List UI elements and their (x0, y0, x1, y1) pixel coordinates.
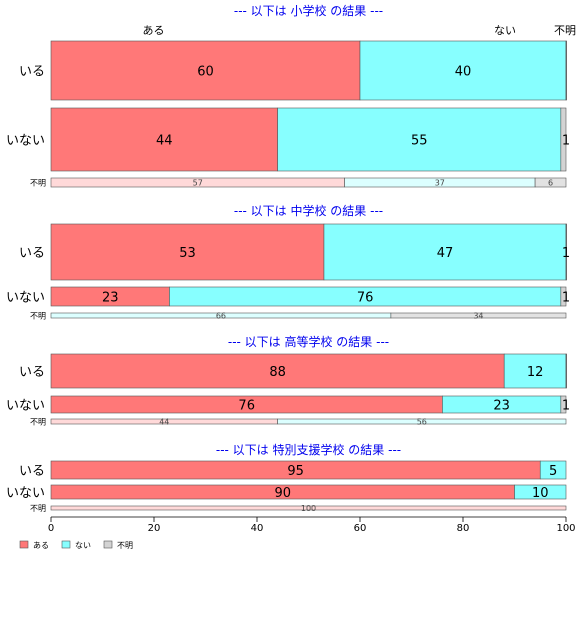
value-label-g2-r1-s0: 76 (238, 399, 255, 414)
value-label-g1-r1-s1: 76 (357, 291, 374, 306)
value-label-g2-r2-s1: 56 (417, 418, 427, 427)
legend-swatch-2 (103, 540, 113, 549)
value-label-g0-r1-s0: 44 (156, 134, 173, 149)
value-label-g2-r0-s1: 12 (527, 365, 544, 380)
value-label-g1-r2-s2: 34 (473, 312, 483, 321)
bar-segment-g2-r0-s0 (50, 353, 505, 389)
row-label-g0-r0: いる (19, 65, 45, 80)
value-label-g3-r1-s1: 10 (532, 486, 549, 501)
value-label-g2-r1-s1: 23 (493, 399, 510, 414)
bar-segment-g1-r0-s2 (565, 223, 567, 281)
bar-segment-g1-r1-s2 (560, 286, 567, 307)
value-label-g0-r2-s0: 57 (193, 179, 203, 188)
group-title-3: --- 以下は 特別支援学校 の結果 --- (216, 442, 401, 457)
value-label-g1-r0-s2: 1 (562, 246, 570, 261)
value-label-g0-r1-s2: 1 (562, 134, 570, 149)
value-label-g2-r2-s0: 44 (159, 418, 169, 427)
group-title-2: --- 以下は 高等学校 の結果 --- (228, 334, 389, 349)
row-label-g1-r1: いない (6, 291, 45, 306)
bar-segment-g3-r0-s1 (539, 460, 567, 480)
row-label-g2-r2: 不明 (30, 418, 46, 427)
value-label-g3-r0-s0: 95 (287, 464, 304, 479)
bar-segment-g1-r2-s2 (390, 312, 567, 319)
value-label-g2-r1-s2: 1 (562, 399, 570, 414)
row-label-g1-r0: いる (19, 246, 45, 261)
row-label-g3-r0: いる (19, 464, 45, 479)
legend-swatch-1 (61, 540, 71, 549)
bar-segment-g0-r0-s2 (565, 40, 567, 101)
x-tick-label-2: 40 (251, 523, 264, 534)
bar-segment-g3-r2-s0 (50, 505, 567, 511)
legend-label-1: ない (75, 541, 91, 550)
bar-segment-g0-r0-s1 (359, 40, 567, 101)
x-tick-label-3: 60 (354, 523, 367, 534)
column-header-1: ない (494, 24, 516, 37)
bar-segment-g0-r2-s2 (534, 177, 567, 188)
value-label-g0-r2-s1: 37 (435, 179, 445, 188)
column-header-0: ある (143, 24, 165, 37)
bar-segment-g3-r1-s1 (514, 484, 567, 500)
row-label-g3-r1: いない (6, 486, 45, 501)
bar-segment-g0-r1-s1 (277, 107, 562, 172)
legend-swatch-0 (19, 540, 29, 549)
value-label-g1-r1-s2: 1 (562, 291, 570, 306)
value-label-g3-r2-s0: 100 (301, 504, 316, 513)
bar-segment-g0-r1-s2 (560, 107, 567, 172)
value-label-g2-r0-s0: 88 (269, 365, 286, 380)
x-tick-label-5: 100 (556, 523, 575, 534)
row-label-g2-r0: いる (19, 365, 45, 380)
value-label-g3-r0-s1: 5 (549, 464, 557, 479)
value-label-g1-r1-s0: 23 (102, 291, 119, 306)
x-tick-label-1: 20 (148, 523, 161, 534)
row-label-g2-r1: いない (6, 399, 45, 414)
bar-segment-g2-r2-s1 (277, 418, 567, 425)
value-label-g0-r1-s1: 55 (411, 134, 428, 149)
row-label-g0-r1: いない (6, 134, 45, 149)
value-label-g0-r2-s2: 6 (548, 179, 553, 188)
value-label-g0-r0-s0: 60 (197, 65, 214, 80)
value-label-g1-r0-s1: 47 (437, 246, 454, 261)
column-header-2: 不明 (554, 24, 576, 37)
bar-segment-g2-r0-s2 (565, 353, 567, 389)
value-label-g0-r0-s1: 40 (455, 65, 472, 80)
bar-segment-g2-r0-s1 (503, 353, 567, 389)
legend-label-0: ある (33, 541, 49, 550)
group-title-1: --- 以下は 中学校 の結果 --- (234, 203, 383, 218)
bar-segment-g0-r1-s0 (50, 107, 278, 172)
row-label-g1-r2: 不明 (30, 312, 46, 321)
bar-segment-g1-r0-s0 (50, 223, 325, 281)
value-label-g1-r0-s0: 53 (179, 246, 196, 261)
bar-segment-g2-r1-s2 (560, 395, 567, 414)
x-tick-label-0: 0 (48, 523, 54, 534)
row-label-g0-r2: 不明 (30, 179, 46, 188)
x-tick-label-4: 80 (457, 523, 470, 534)
group-title-0: --- 以下は 小学校 の結果 --- (234, 3, 383, 18)
bar-segment-g0-r0-s0 (50, 40, 361, 101)
legend-label-2: 不明 (117, 541, 133, 550)
value-label-g1-r2-s1: 66 (216, 312, 226, 321)
row-label-g3-r2: 不明 (30, 504, 46, 513)
bar-segment-g1-r0-s1 (323, 223, 567, 281)
value-label-g3-r1-s0: 90 (274, 486, 291, 501)
